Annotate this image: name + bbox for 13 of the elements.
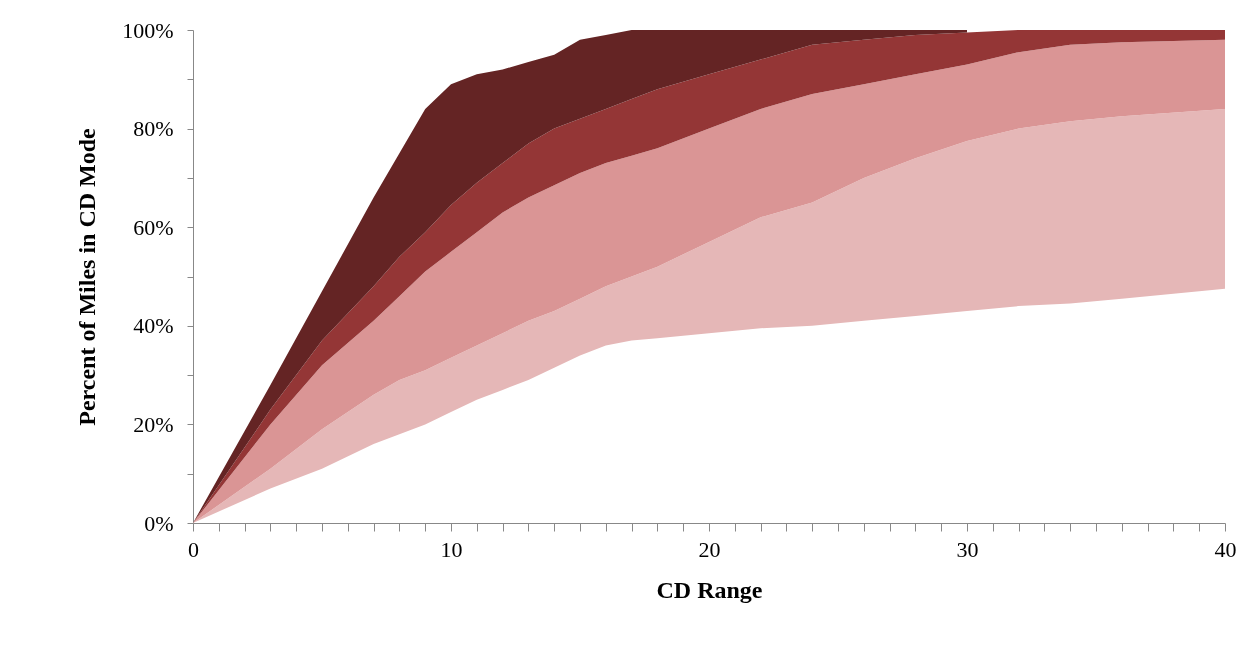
y-tick-label: 80% (133, 116, 174, 142)
x-tick-label: 0 (188, 536, 199, 562)
x-axis-title: CD Range (656, 576, 763, 603)
x-tick-label: 40 (1214, 536, 1237, 562)
y-tick-label: 60% (133, 214, 174, 240)
x-tick-label: 10 (440, 536, 463, 562)
y-axis-title: Percent of Miles in CD Mode (74, 127, 101, 426)
y-tick-label: 20% (133, 411, 174, 437)
x-tick-label: 20 (698, 536, 721, 562)
x-tick-label: 30 (956, 536, 979, 562)
y-tick-label: 40% (133, 313, 174, 339)
y-tick-label: 100% (122, 17, 174, 43)
y-tick-label: 0% (144, 510, 174, 536)
